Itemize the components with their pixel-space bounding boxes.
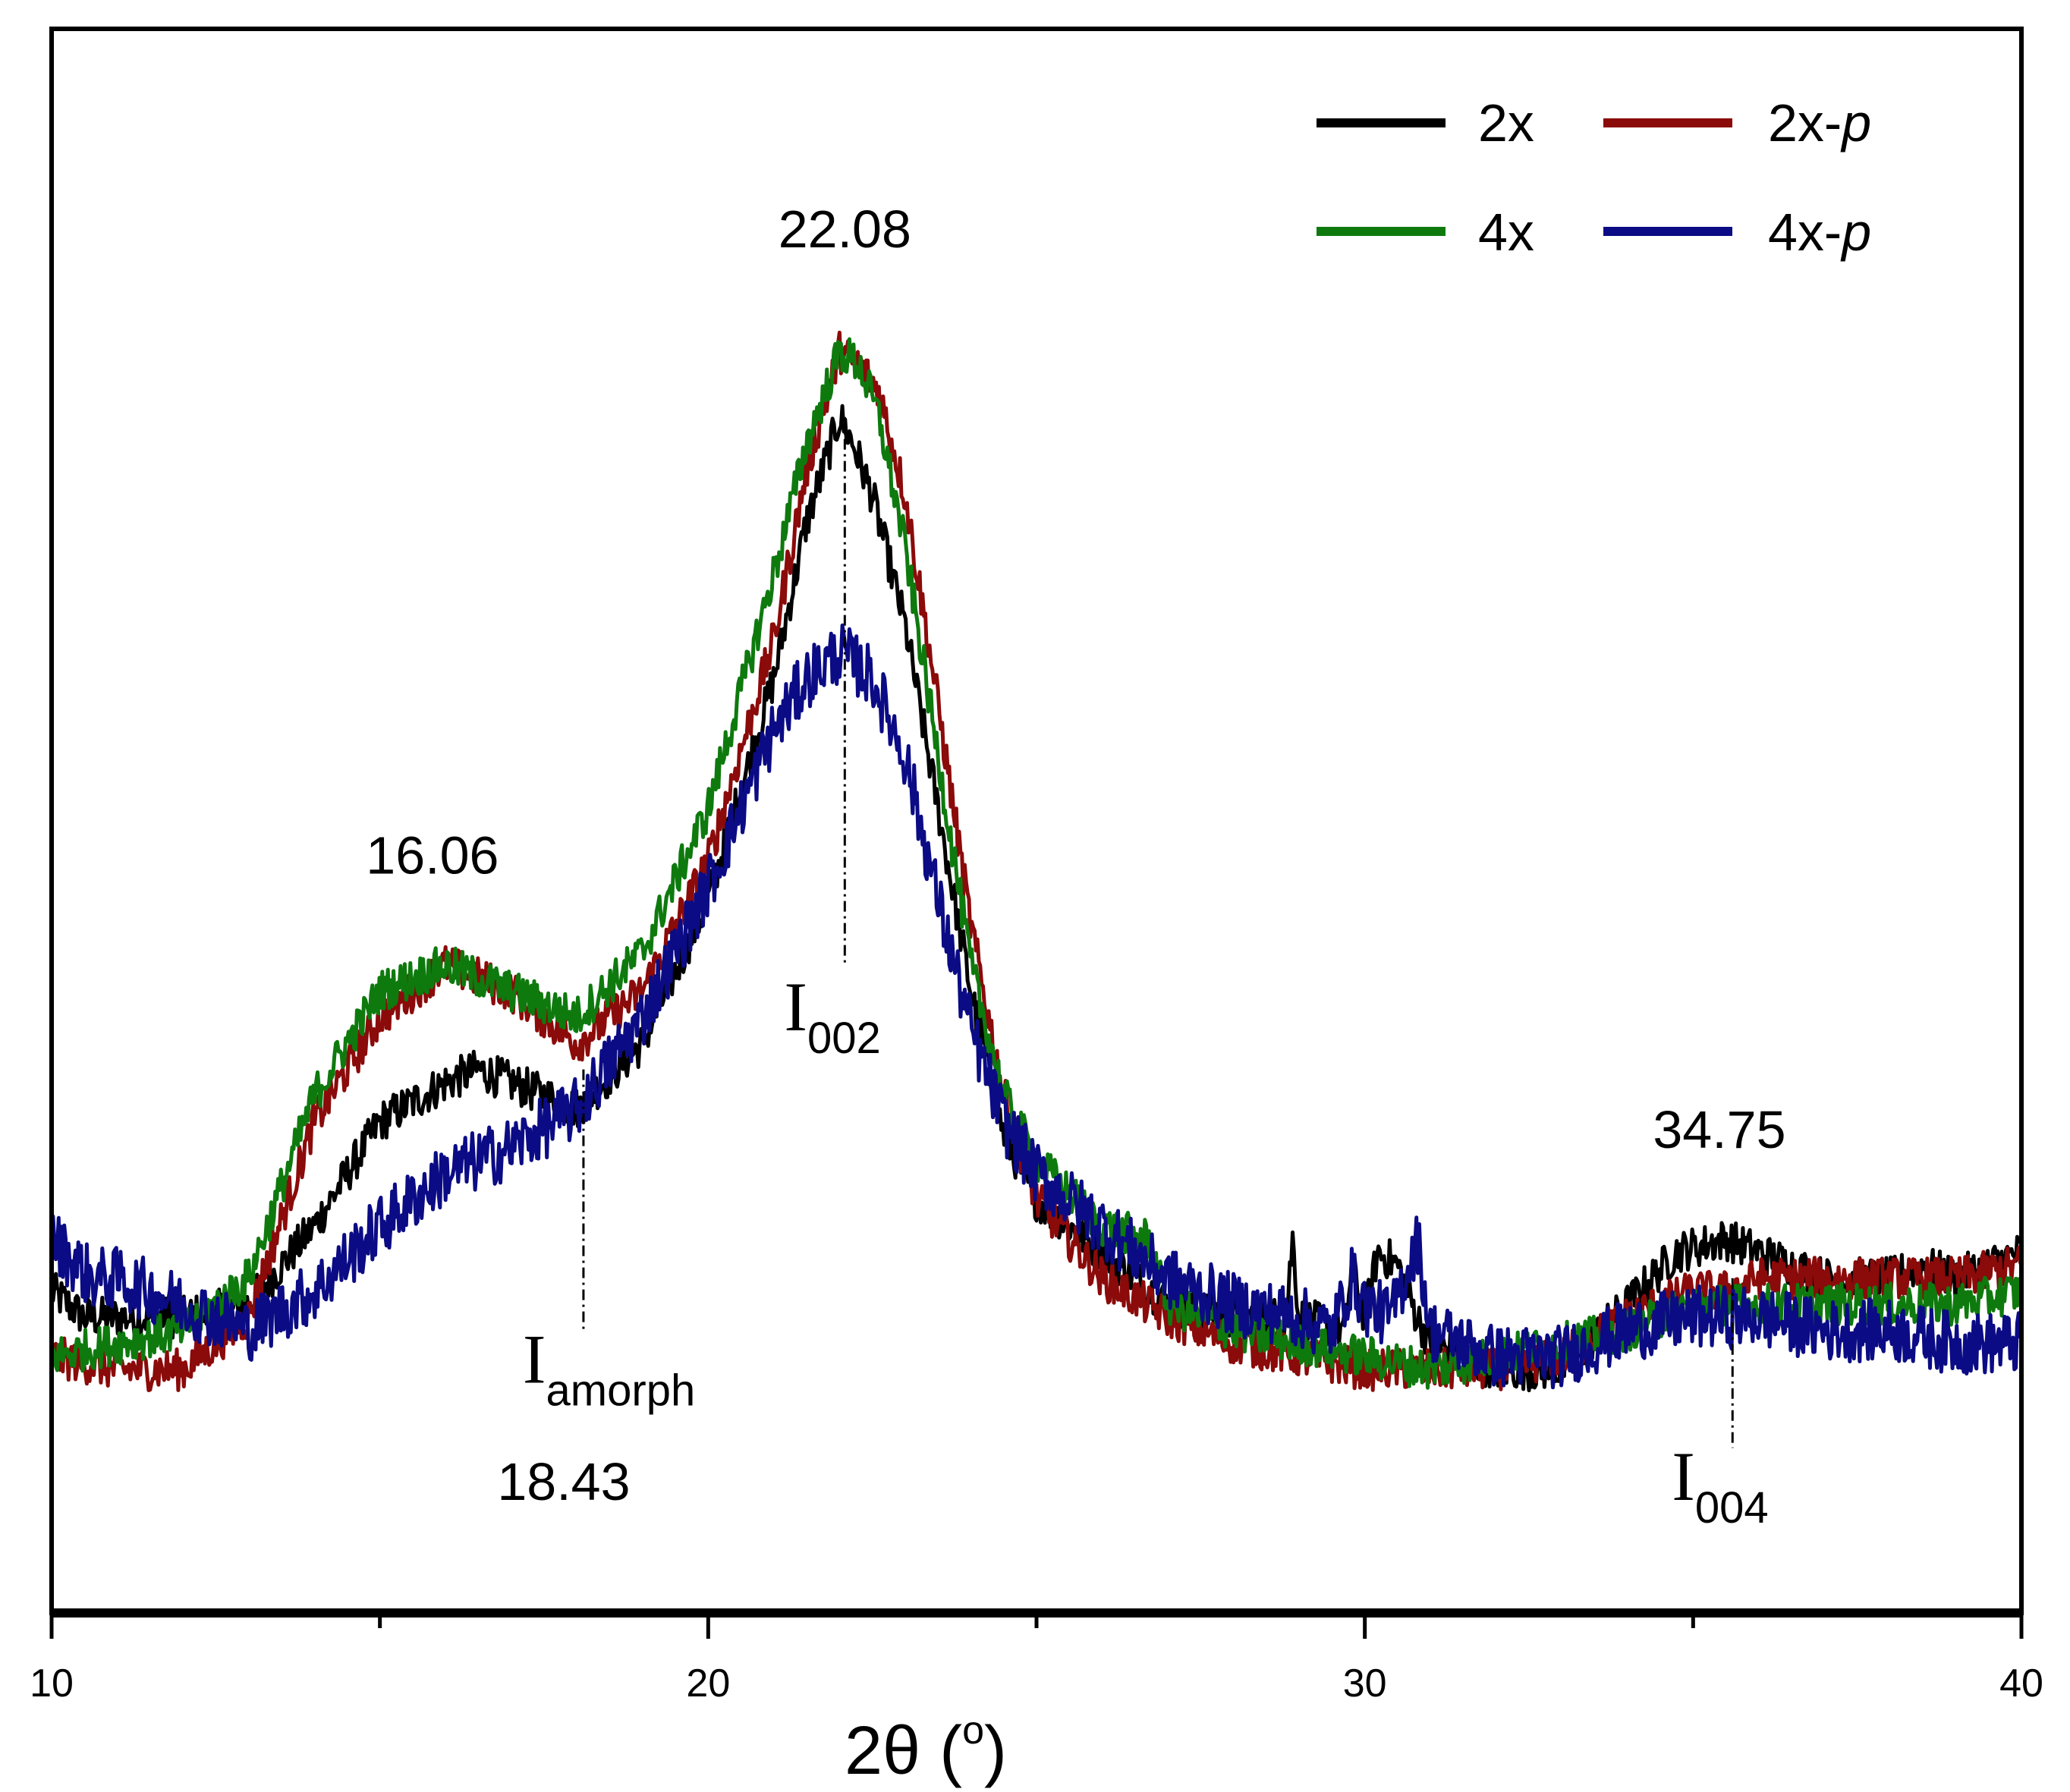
marker-label-i002: I002 [784, 968, 880, 1063]
series-line-2x [52, 404, 2021, 1393]
marker-sub: 002 [807, 1014, 881, 1063]
peak-label-18-43: 18.43 [497, 1452, 630, 1511]
marker-layer [582, 417, 1734, 1448]
x-axis-ticks: 10 20 30 40 [30, 1613, 2043, 1706]
peak-label: 18.43 [497, 1452, 630, 1511]
marker-sub: amorph [546, 1366, 696, 1415]
legend-label-main: 2x- [1768, 93, 1842, 152]
x-axis-title-unit: o [962, 1709, 984, 1753]
series-line-4x-p [52, 623, 2021, 1389]
marker-sub: 004 [1695, 1483, 1769, 1533]
x-tick-label: 20 [686, 1662, 730, 1706]
marker-main: I [784, 968, 807, 1045]
x-axis-title-close: ) [984, 1713, 1007, 1789]
peak-label-34-75: 34.75 [1653, 1100, 1785, 1159]
legend-label-main: 4x- [1768, 203, 1842, 262]
peak-label: 34.75 [1653, 1100, 1785, 1159]
marker-main: I [1672, 1438, 1695, 1515]
series-layer [52, 330, 2021, 1393]
x-tick-label: 10 [30, 1662, 74, 1706]
legend-label-4x: 4x [1478, 203, 1534, 262]
legend-label-italic: p [1840, 203, 1871, 262]
peak-label-16-06: 16.06 [366, 826, 499, 885]
legend: 2x 2x-p 4x 4x-p [1317, 93, 1871, 262]
legend-label-main: 2x [1478, 93, 1534, 152]
peak-label: 22.08 [779, 200, 911, 259]
x-tick-label: 30 [1343, 1662, 1387, 1706]
marker-main: I [523, 1320, 546, 1397]
peak-label: 16.06 [366, 826, 499, 885]
legend-label-2x: 2x [1478, 93, 1534, 152]
legend-label-2x-p: 2x-p [1768, 93, 1871, 152]
x-axis-title: 2θ (o) [845, 1709, 1007, 1789]
x-tick-label: 40 [1999, 1662, 2043, 1706]
x-axis-title-main: 2θ ( [845, 1713, 962, 1789]
legend-label-4x-p: 4x-p [1768, 203, 1871, 262]
plot-background [52, 29, 2021, 1613]
legend-label-italic: p [1840, 93, 1871, 152]
peak-label-22-08: 22.08 [779, 200, 911, 259]
marker-label-i004: I004 [1672, 1438, 1768, 1533]
legend-label-main: 4x [1478, 203, 1534, 262]
marker-label-iamorph: Iamorph [523, 1320, 695, 1415]
